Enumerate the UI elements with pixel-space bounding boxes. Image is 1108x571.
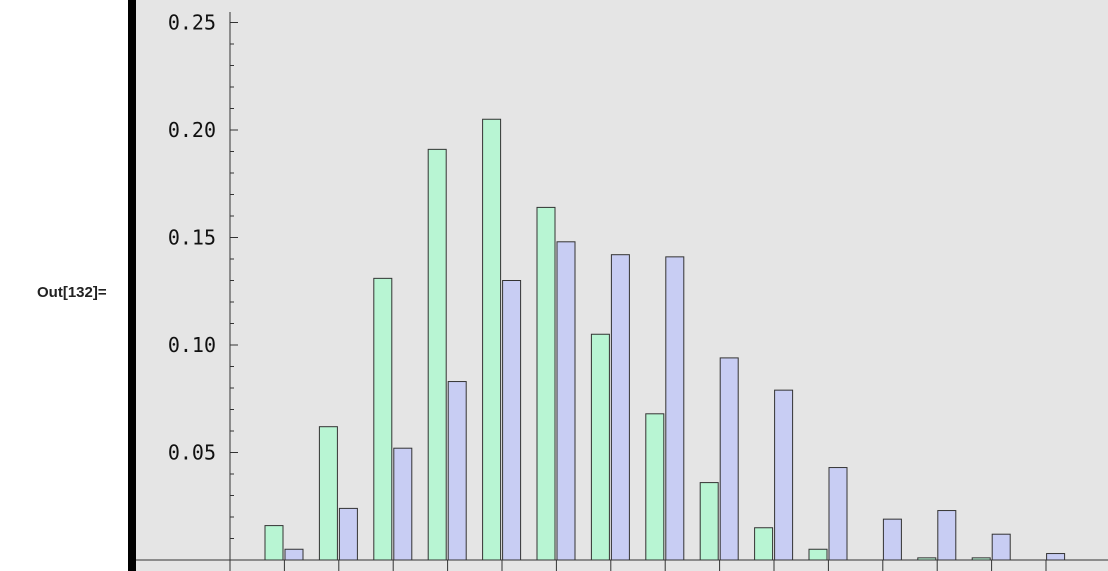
bar-series-2-cat-11 (828, 467, 848, 561)
y-tick-label: 0.15 (168, 226, 216, 250)
bar-series-1-cat-11 (808, 548, 828, 561)
bar-series-2-cat-14 (991, 533, 1011, 561)
bar-series-2-cat-12 (882, 518, 902, 561)
bar-series-1-cat-8 (645, 413, 665, 561)
bar-series-2-cat-6 (556, 241, 576, 561)
bar-series-1-cat-4 (427, 148, 447, 561)
bar-series-2-cat-9 (719, 357, 739, 561)
bar-series-1-cat-7 (590, 333, 610, 561)
cell-bracket[interactable] (128, 0, 136, 571)
bar-series-2-cat-8 (665, 256, 685, 561)
output-cell-label: Out[132]= (37, 284, 107, 301)
bar-series-2-cat-1 (284, 548, 304, 561)
bar-series-1-cat-3 (373, 277, 393, 561)
bar-series-2-cat-3 (393, 447, 413, 561)
bar-series-2-cat-13 (937, 510, 957, 561)
y-tick-label: 0.20 (168, 118, 216, 142)
y-tick-label: 0.25 (168, 11, 216, 35)
y-tick-label: 0.05 (168, 441, 216, 465)
bar-series-1-cat-10 (754, 527, 774, 561)
bar-series-2-cat-5 (502, 280, 522, 561)
bar-series-2-cat-4 (447, 381, 467, 561)
bar-series-1-cat-2 (318, 426, 338, 561)
bars-layer (264, 118, 1066, 561)
bar-series-1-cat-9 (699, 482, 719, 561)
bar-series-1-cat-5 (482, 118, 502, 561)
axes-layer (136, 12, 1108, 571)
tick-labels-layer: 0.05 0.10 0.15 0.20 0.25 (168, 11, 216, 465)
bar-series-1-cat-6 (536, 206, 556, 561)
bar-series-2-cat-15 (1046, 553, 1066, 561)
bar-series-2-cat-10 (774, 389, 794, 561)
y-tick-label: 0.10 (168, 333, 216, 357)
bar-series-2-cat-2 (338, 507, 358, 561)
bar-series-1-cat-1 (264, 525, 284, 561)
bar-series-2-cat-7 (610, 254, 630, 561)
